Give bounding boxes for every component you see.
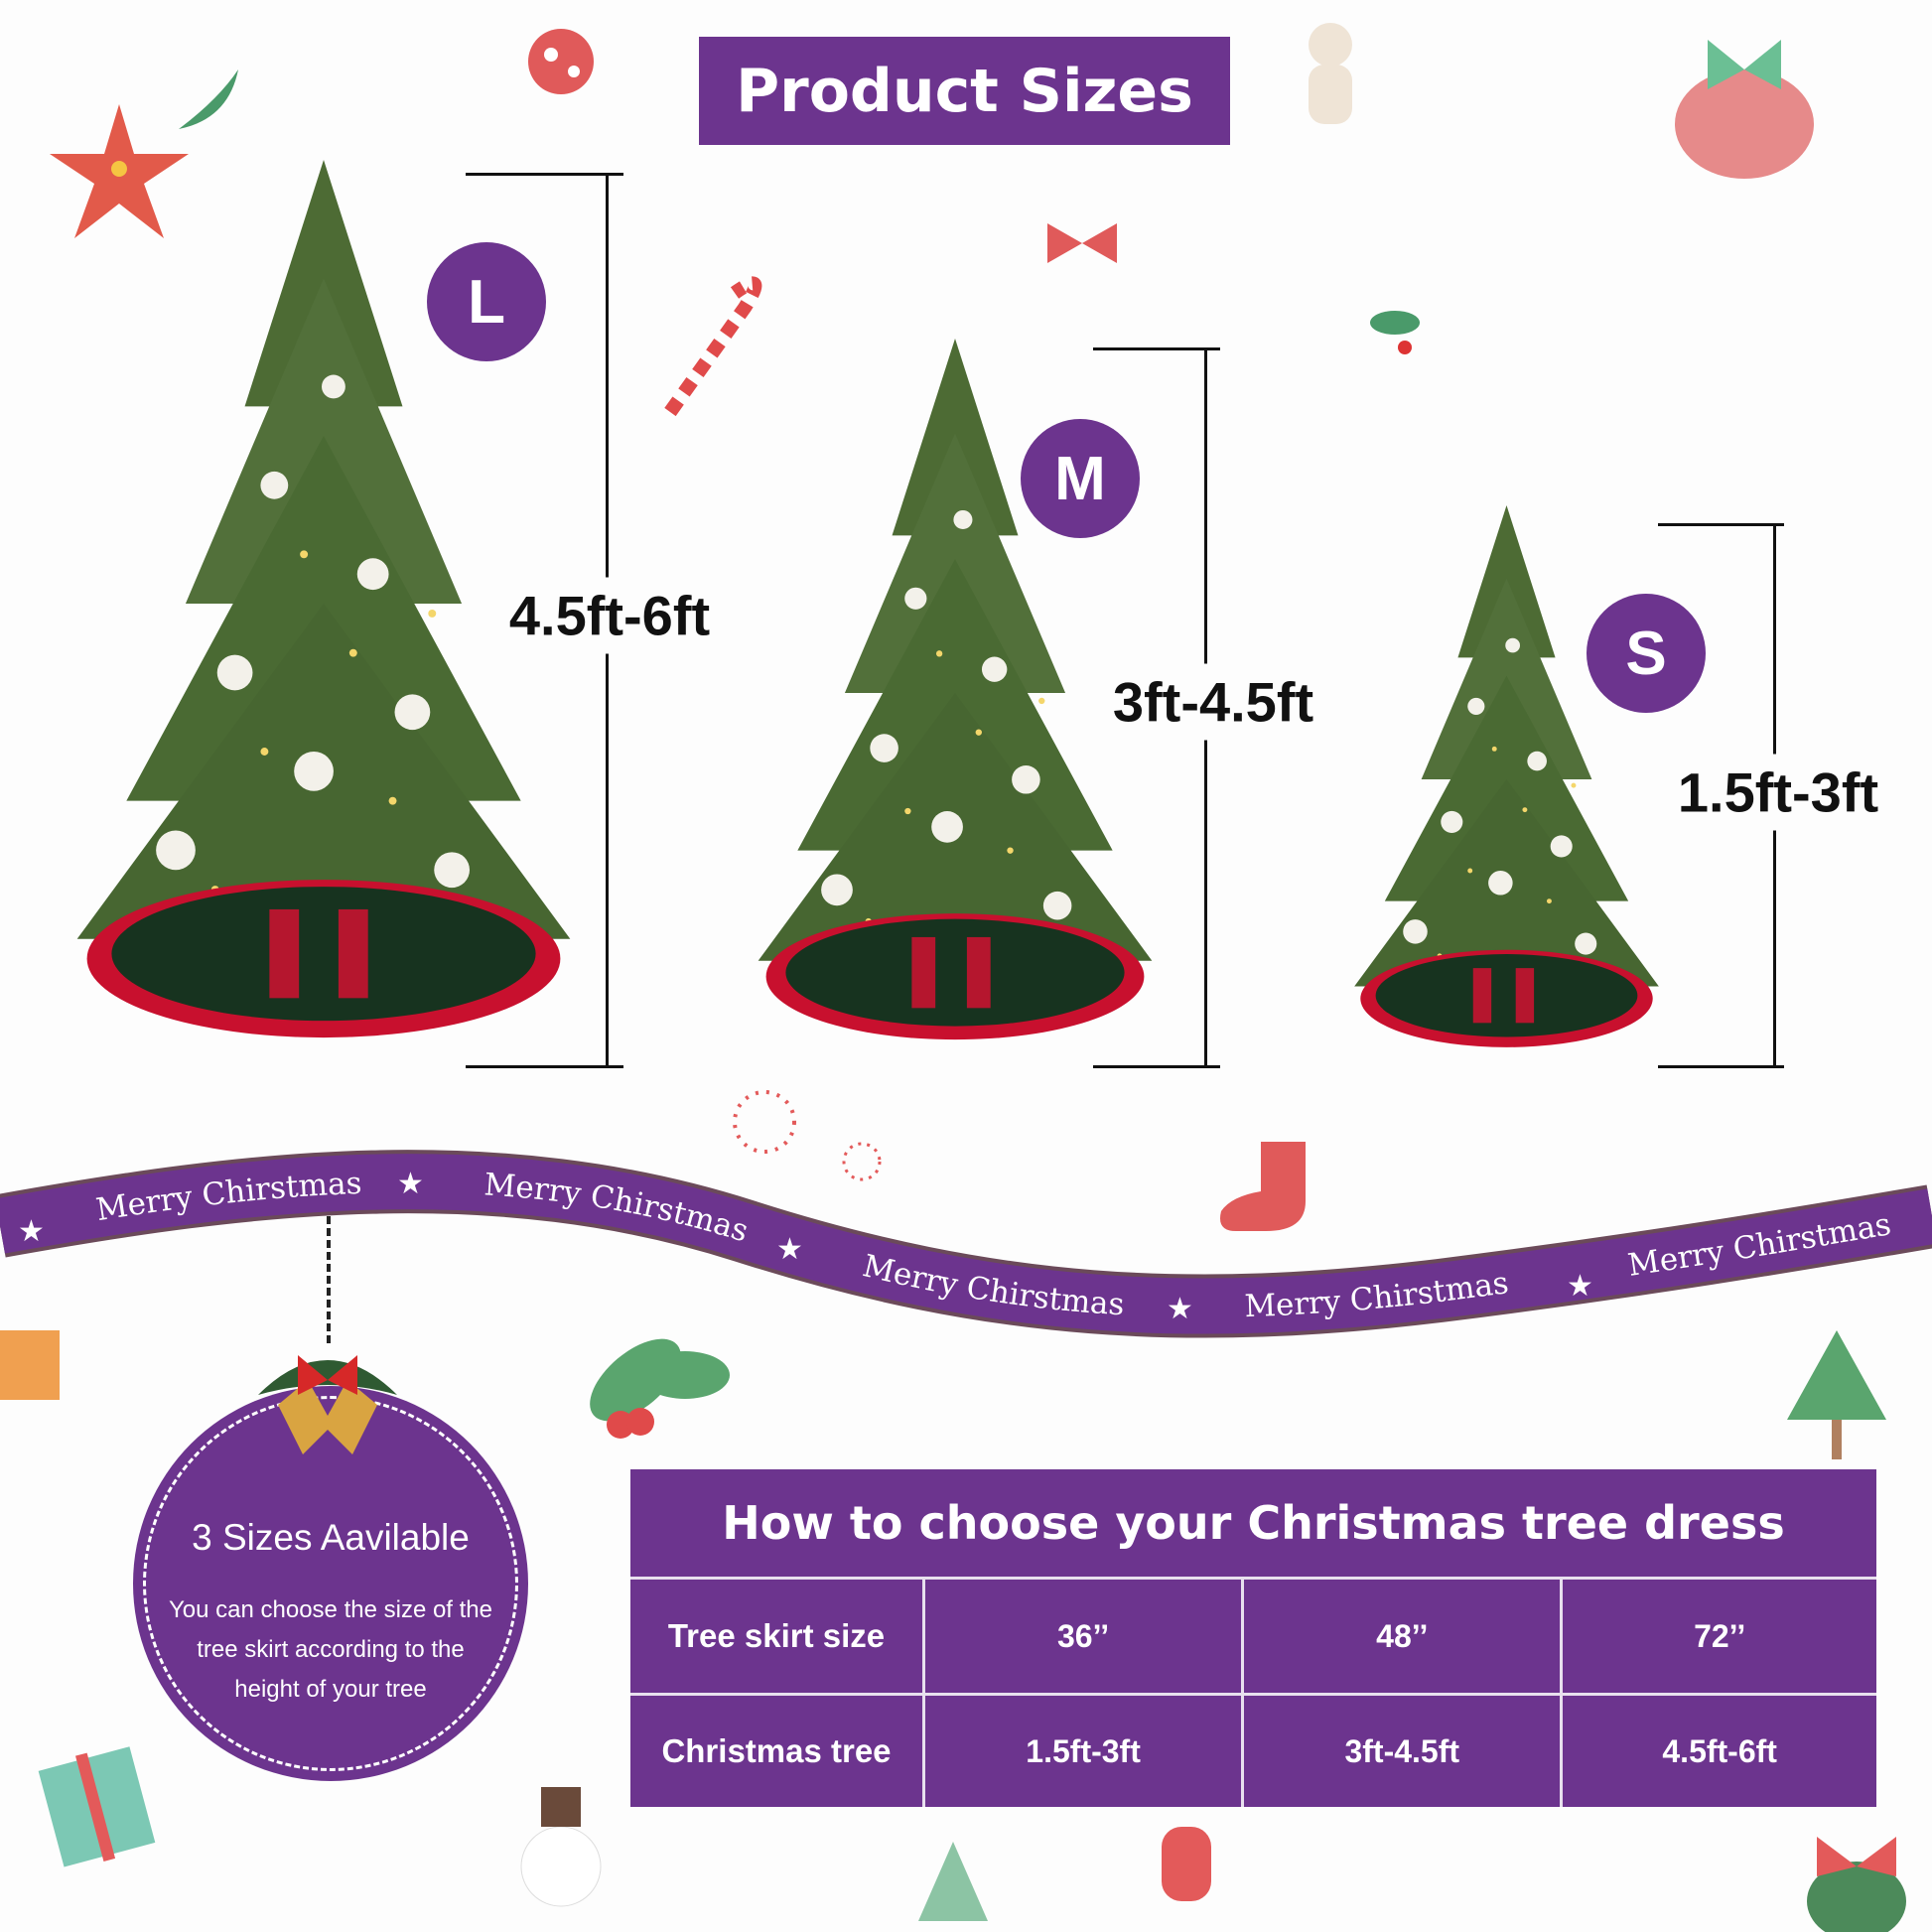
size-badge-small: S bbox=[1587, 594, 1706, 713]
poinsettia-icon bbox=[50, 69, 238, 238]
table-cell: 1.5ft-3ft bbox=[921, 1693, 1245, 1807]
sizes-info-badge: 3 Sizes Aavilable You can choose the siz… bbox=[133, 1386, 528, 1781]
dimension-cap bbox=[466, 173, 623, 176]
sizes-description: You can choose the size of the tree skir… bbox=[133, 1590, 528, 1710]
pine-tree-icon bbox=[918, 1330, 1886, 1921]
sizes-heading: 3 Sizes Aavilable bbox=[192, 1517, 470, 1558]
page-title: Product Sizes bbox=[699, 37, 1230, 145]
description-line: You can choose the size of the bbox=[168, 1596, 492, 1623]
height-label-medium: 3ft-4.5ft bbox=[1112, 663, 1314, 741]
height-label-large: 4.5ft-6ft bbox=[508, 577, 711, 654]
star-icon: ★ bbox=[1167, 1292, 1193, 1326]
table-cell: 36’’ bbox=[921, 1576, 1245, 1697]
star-icon: ★ bbox=[776, 1232, 803, 1267]
ornament-icon bbox=[528, 29, 594, 94]
gift-icon bbox=[0, 1330, 156, 1867]
height-label-small: 1.5ft-3ft bbox=[1677, 754, 1879, 831]
gift-ball-icon bbox=[1807, 1837, 1906, 1932]
dimension-cap bbox=[1658, 523, 1784, 526]
table-cell: 48’’ bbox=[1241, 1576, 1564, 1697]
holly-icon bbox=[590, 1338, 730, 1439]
row-header: Tree skirt size bbox=[630, 1576, 925, 1697]
stocking-icon bbox=[1220, 1142, 1306, 1231]
tree-small bbox=[1354, 505, 1659, 1047]
snowflake-icon bbox=[733, 1090, 882, 1181]
star-icon: ★ bbox=[18, 1214, 45, 1249]
dimension-cap bbox=[1093, 347, 1220, 350]
connector-dashed-line bbox=[327, 1216, 331, 1343]
table-title: How to choose your Christmas tree dress bbox=[630, 1469, 1876, 1580]
table-row: Christmas tree 1.5ft-3ft 3ft-4.5ft 4.5ft… bbox=[630, 1693, 1876, 1807]
dimension-cap bbox=[1658, 1065, 1784, 1068]
table-cell: 3ft-4.5ft bbox=[1241, 1693, 1564, 1807]
gift-ball-icon bbox=[1675, 40, 1814, 179]
star-icon: ★ bbox=[397, 1167, 424, 1201]
holly-icon bbox=[1370, 311, 1420, 354]
row-header: Christmas tree bbox=[630, 1693, 925, 1807]
size-badge-large: L bbox=[427, 242, 546, 361]
snowman-icon bbox=[520, 1787, 602, 1907]
dimension-cap bbox=[1093, 1065, 1220, 1068]
candy-cane-icon bbox=[664, 276, 762, 417]
size-badge-medium: M bbox=[1021, 419, 1140, 538]
table-cell: 4.5ft-6ft bbox=[1560, 1693, 1876, 1807]
bow-icon bbox=[1047, 223, 1117, 263]
merry-christmas-ribbon: Merry Chirstmas Merry Chirstmas Merry Ch… bbox=[0, 1150, 1932, 1338]
description-line: tree skirt according to the bbox=[197, 1636, 465, 1663]
size-guide-table: How to choose your Christmas tree dress … bbox=[630, 1469, 1876, 1807]
gingerbread-icon bbox=[1309, 23, 1352, 124]
description-line: height of your tree bbox=[234, 1676, 427, 1703]
dashed-border bbox=[143, 1396, 518, 1771]
dimension-cap bbox=[466, 1065, 623, 1068]
mitten-icon bbox=[1162, 1827, 1211, 1901]
christmas-bells-icon bbox=[258, 1355, 397, 1454]
table-cell: 72’’ bbox=[1560, 1576, 1876, 1697]
star-icon: ★ bbox=[1567, 1269, 1593, 1304]
table-row: Tree skirt size 36’’ 48’’ 72’’ bbox=[630, 1576, 1876, 1697]
